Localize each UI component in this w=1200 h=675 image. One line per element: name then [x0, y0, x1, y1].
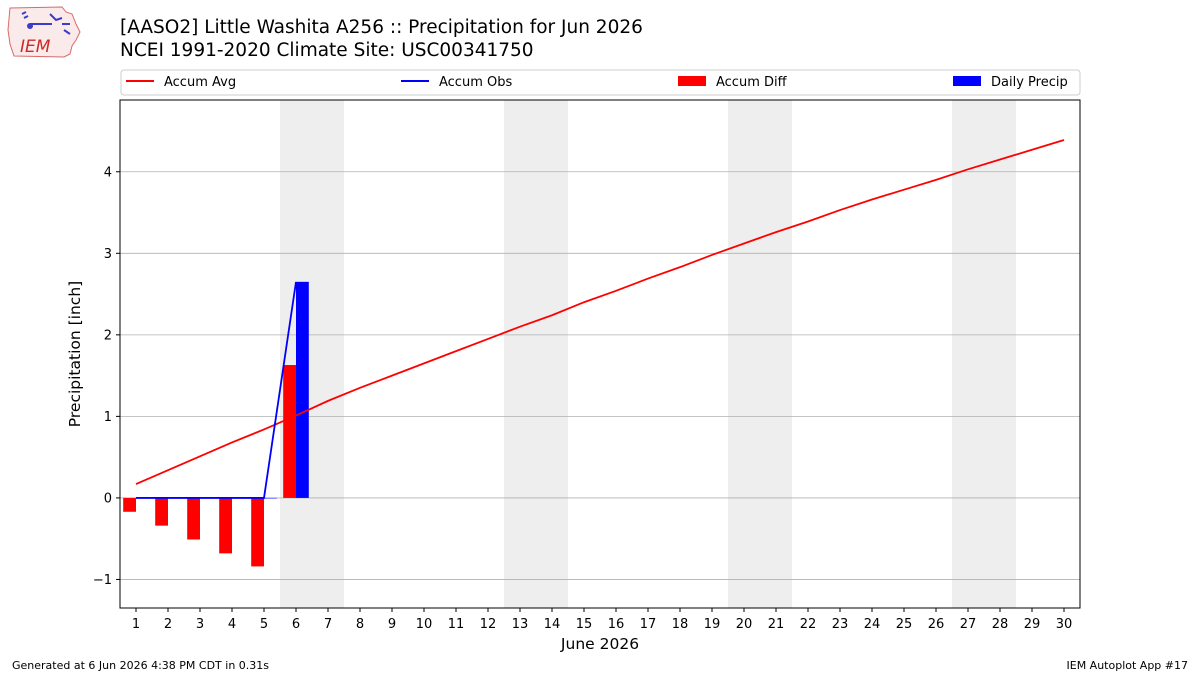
accum-diff-bar [251, 497, 264, 567]
weekend-shading [280, 100, 1016, 608]
x-tick-label: 15 [576, 617, 593, 632]
plot-frame [119, 99, 1081, 609]
daily-precip-bar [264, 497, 277, 499]
x-axis-label: June 2026 [560, 635, 639, 653]
legend: Accum Avg Accum Obs Accum Diff Daily Precip [120, 69, 1081, 96]
legend-label-accum-avg: Accum Avg [164, 75, 236, 90]
x-tick-label: 5 [260, 617, 268, 632]
accum-diff-bar [155, 497, 168, 526]
y-tick-label: 2 [104, 328, 112, 343]
legend-label-accum-obs: Accum Obs [439, 75, 512, 90]
x-tick-label: 6 [292, 617, 300, 632]
x-tick-label: 27 [960, 617, 977, 632]
x-tick-label: 28 [992, 617, 1009, 632]
x-tick-label: 26 [928, 617, 945, 632]
grid-lines [120, 171, 1080, 580]
daily-precip-bar [296, 281, 309, 498]
y-tick-label: 4 [104, 165, 112, 180]
x-tick-label: 29 [1024, 617, 1041, 632]
x-tick-label: 16 [608, 617, 625, 632]
chart-subtitle: NCEI 1991-2020 Climate Site: USC00341750 [120, 40, 534, 61]
x-tick-label: 18 [672, 617, 689, 632]
weekend-shade-0 [280, 100, 344, 608]
x-tick-label: 20 [736, 617, 753, 632]
footer-app: IEM Autoplot App #17 [1066, 659, 1189, 672]
legend-label-accum-diff: Accum Diff [716, 75, 788, 90]
x-tick-label: 8 [356, 617, 364, 632]
x-tick-label: 10 [416, 617, 433, 632]
logo-text: IEM [20, 37, 51, 57]
x-tick-label: 25 [896, 617, 913, 632]
legend-swatch-daily-precip [953, 76, 981, 86]
accum-avg-line [135, 139, 1065, 485]
lines [135, 139, 1065, 499]
y-tick-label: 0 [104, 491, 112, 506]
x-tick-label: 11 [448, 617, 465, 632]
y-axis-label: Precipitation [inch] [66, 281, 84, 427]
x-tick-label: 22 [800, 617, 817, 632]
x-tick-label: 21 [768, 617, 785, 632]
iem-logo: IEM [6, 4, 82, 64]
legend-label-daily-precip: Daily Precip [991, 75, 1068, 90]
y-tick-label: 1 [104, 410, 112, 425]
x-tick-label: 23 [832, 617, 849, 632]
accum-diff-bar [219, 497, 232, 554]
x-tick-label: 24 [864, 617, 881, 632]
footer-generated: Generated at 6 Jun 2026 4:38 PM CDT in 0… [12, 659, 270, 672]
x-tick-label: 2 [164, 617, 172, 632]
legend-box [120, 69, 1081, 96]
x-tick-label: 12 [480, 617, 497, 632]
accum-diff-bar [283, 365, 296, 498]
x-tick-label: 14 [544, 617, 561, 632]
x-tick-label: 7 [324, 617, 332, 632]
accum-obs-line [136, 281, 297, 499]
legend-swatch-accum-diff [678, 76, 706, 86]
y-tick-label: −1 [93, 573, 112, 588]
bars [123, 281, 309, 567]
x-tick-label: 1 [132, 617, 140, 632]
y-tick-label: 3 [104, 247, 112, 262]
chart-title: [AASO2] Little Washita A256 :: Precipita… [120, 17, 643, 38]
accum-diff-bar [187, 497, 200, 540]
weekend-shade-1 [504, 100, 568, 608]
x-tick-label: 19 [704, 617, 721, 632]
weekend-shade-2 [728, 100, 792, 608]
x-tick-label: 9 [388, 617, 396, 632]
x-tick-label: 13 [512, 617, 529, 632]
accum-diff-bar [123, 497, 136, 512]
x-tick-label: 3 [196, 617, 204, 632]
weekend-shade-3 [952, 100, 1016, 608]
x-tick-label: 30 [1056, 617, 1073, 632]
x-tick-label: 17 [640, 617, 657, 632]
x-tick-label: 4 [228, 617, 236, 632]
